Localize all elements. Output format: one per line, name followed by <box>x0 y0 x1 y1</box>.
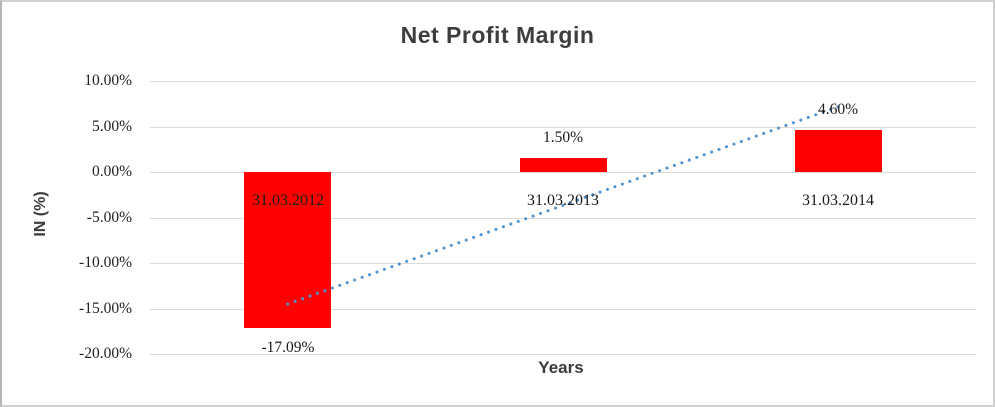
gridline <box>150 81 976 82</box>
category-label: 31.03.2014 <box>802 192 874 209</box>
y-tick-label: 0.00% <box>91 163 132 180</box>
category-label: 31.03.2012 <box>252 192 324 209</box>
y-tick-label: -15.00% <box>79 300 132 317</box>
category-label: 31.03.2013 <box>527 192 599 209</box>
gridline <box>150 127 976 128</box>
chart-title: Net Profit Margin <box>400 22 595 48</box>
data-label: -17.09% <box>261 339 315 356</box>
y-tick-label: -10.00% <box>79 254 132 271</box>
gridline <box>150 354 976 355</box>
bar-31.03.2013 <box>520 158 607 172</box>
data-label: 4.60% <box>817 101 859 118</box>
gridline <box>150 309 976 310</box>
bar-31.03.2014 <box>795 130 882 172</box>
y-tick-label: 10.00% <box>84 72 132 89</box>
x-axis-title: Years <box>538 358 584 377</box>
y-tick-label: -20.00% <box>79 345 132 362</box>
data-label: 1.50% <box>542 129 584 146</box>
y-tick-label: 5.00% <box>91 118 132 135</box>
y-tick-label: -5.00% <box>86 209 132 226</box>
